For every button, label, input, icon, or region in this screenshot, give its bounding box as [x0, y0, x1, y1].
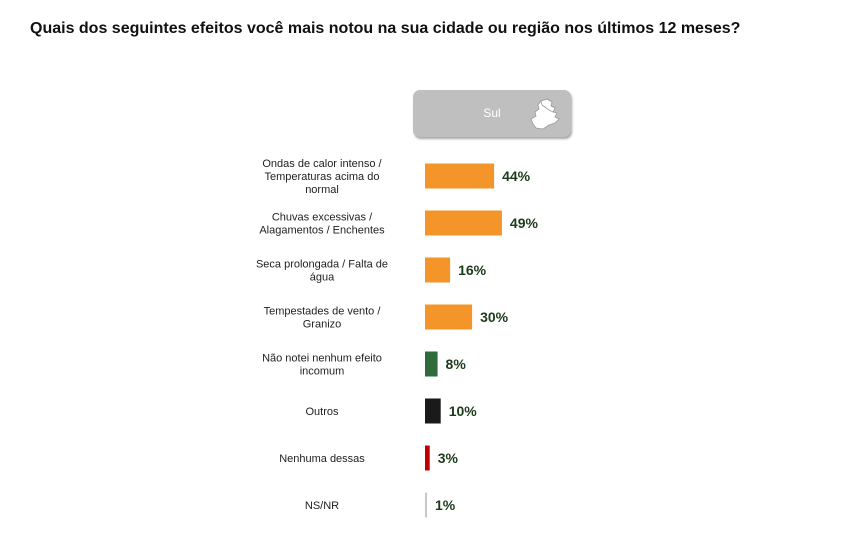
category-label-1: Ondas de calor intenso / Temperaturas aci…: [262, 158, 382, 196]
category-label-7: Nenhuma dessas: [279, 453, 365, 465]
bar-7: [425, 445, 430, 471]
value-label-2: 49%: [510, 215, 539, 231]
value-label-7: 3%: [438, 450, 459, 466]
value-label-5: 8%: [446, 356, 467, 372]
bar-5: [425, 351, 438, 377]
bar-4: [425, 304, 473, 330]
region-label: Sul: [483, 106, 501, 120]
category-label-4: Tempestades de vento / Granizo: [264, 306, 382, 331]
bar-3: [425, 257, 451, 283]
bar-6: [425, 398, 441, 424]
category-label-8: NS/NR: [305, 500, 339, 512]
value-label-1: 44%: [502, 168, 531, 184]
value-label-6: 10%: [449, 403, 478, 419]
category-label-5: Não notei nenhum efeito incomum: [262, 353, 382, 378]
value-label-3: 16%: [458, 262, 487, 278]
south-region-map-icon: [530, 98, 560, 130]
category-label-3: Seca prolongada / Falta de água: [256, 259, 388, 284]
category-label-6: Outros: [305, 406, 339, 418]
region-header-sul: Sul: [413, 90, 571, 137]
bar-8: [425, 492, 427, 518]
value-label-8: 1%: [435, 497, 456, 513]
category-label-2: Chuvas excessivas / Alagamentos / Enchent…: [259, 212, 385, 237]
bar-2: [425, 210, 502, 236]
question-title: Quais dos seguintes efeitos você mais no…: [30, 20, 741, 37]
bar-1: [425, 163, 495, 189]
value-label-4: 30%: [480, 309, 509, 325]
